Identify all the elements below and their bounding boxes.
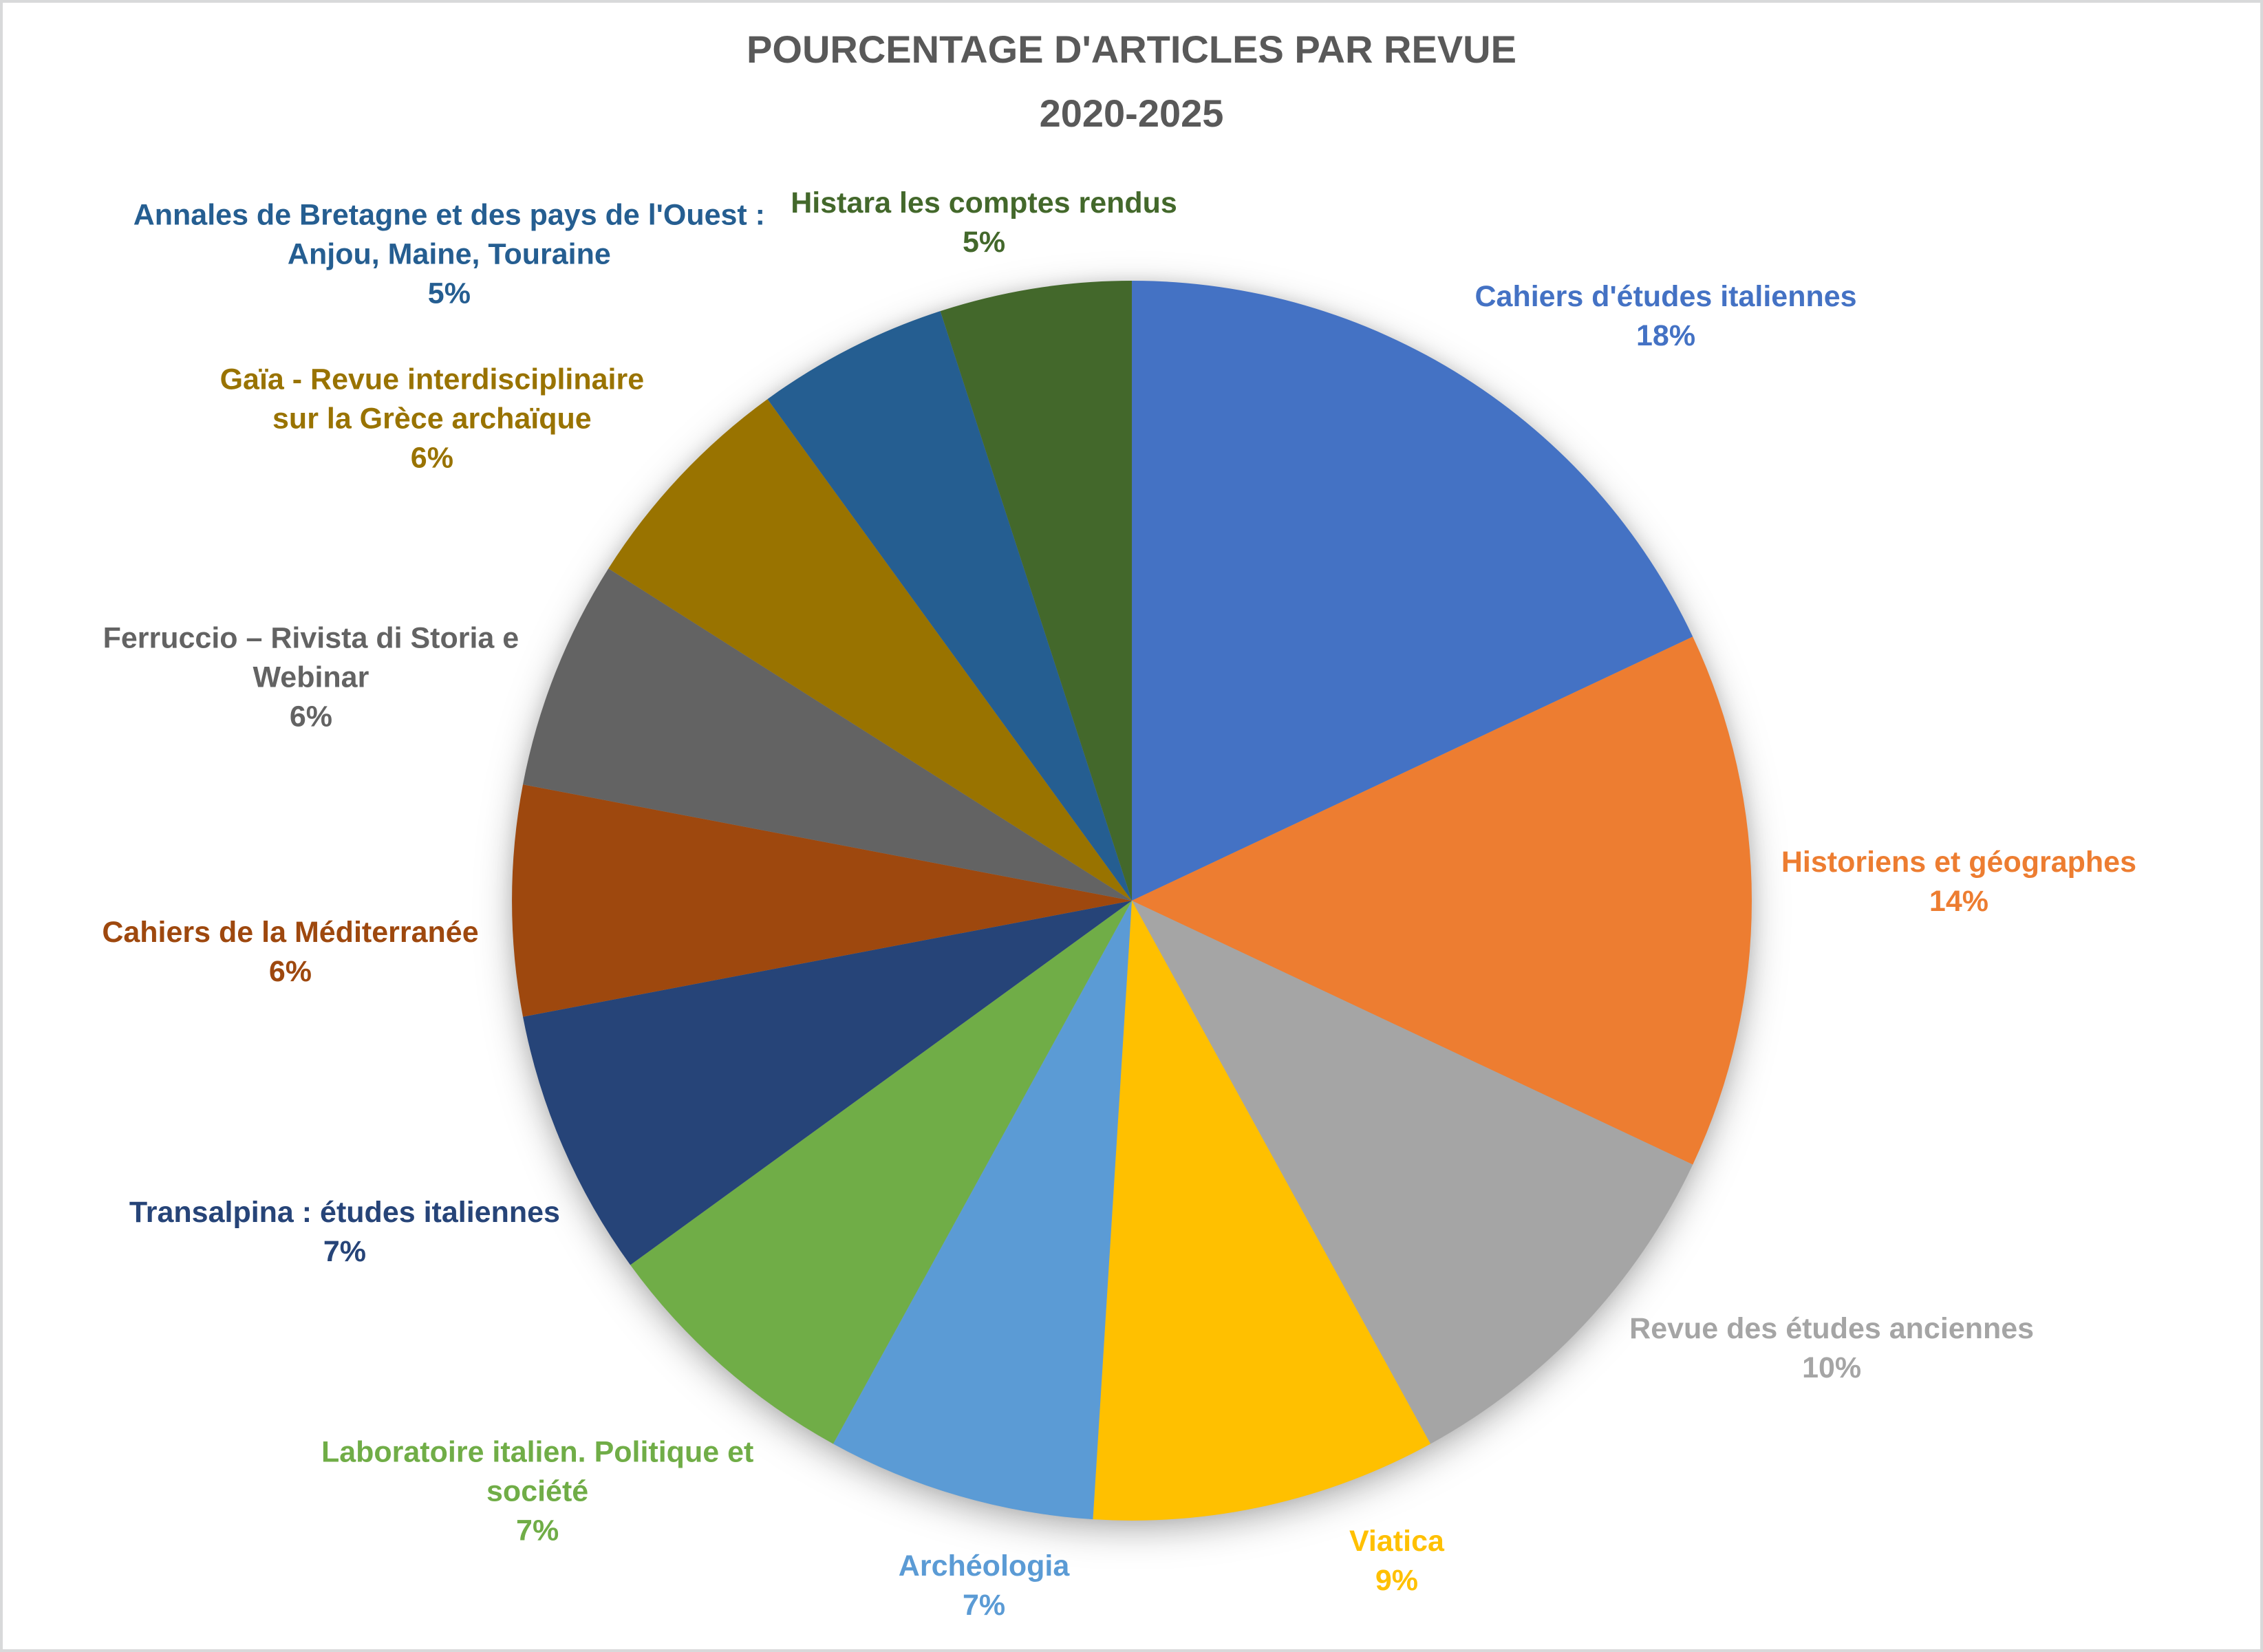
- label-histara: Histara les comptes rendus 5%: [791, 184, 1177, 262]
- label-gaia: Gaïa - Revue interdisciplinaire sur la G…: [220, 360, 645, 478]
- pie-slice-6[interactable]: [522, 901, 1132, 1265]
- label-text: Archéologia: [898, 1549, 1070, 1583]
- label-laboratoire-italien: Laboratoire italien. Politique et sociét…: [321, 1433, 753, 1551]
- label-viatica: Viatica 9%: [1349, 1522, 1444, 1600]
- pie-slice-9[interactable]: [608, 399, 1132, 901]
- pie-svg: [512, 281, 1752, 1521]
- pie-slice-1[interactable]: [1131, 636, 1752, 1165]
- pie-slice-11[interactable]: [940, 281, 1132, 901]
- label-text: Laboratoire italien. Politique et: [321, 1435, 754, 1469]
- label-text: Webinar: [253, 661, 369, 694]
- chart-title-line1: POURCENTAGE D'ARTICLES PAR REVUE: [747, 28, 1516, 71]
- label-percent: 7%: [516, 1514, 559, 1547]
- label-percent: 6%: [410, 441, 453, 475]
- label-ferruccio: Ferruccio – Rivista di Storia e Webinar …: [103, 619, 519, 736]
- chart-title-line2: 2020-2025: [1039, 92, 1224, 135]
- label-text: Anjou, Maine, Touraine: [287, 237, 611, 271]
- label-text: Histara les comptes rendus: [791, 186, 1177, 219]
- label-percent: 9%: [1375, 1563, 1419, 1597]
- label-revue-des-etudes-anciennes: Revue des études anciennes 10%: [1629, 1309, 2034, 1388]
- chart-title: POURCENTAGE D'ARTICLES PAR REVUE 2020-20…: [747, 17, 1516, 145]
- label-percent: 5%: [427, 277, 471, 310]
- label-text: Historiens et géographes: [1781, 846, 2137, 879]
- pie-slice-8[interactable]: [522, 568, 1132, 901]
- label-text: Annales de Bretagne et des pays de l'Oue…: [133, 198, 766, 232]
- pie-slice-2[interactable]: [1131, 901, 1693, 1444]
- pie-slice-5[interactable]: [630, 901, 1132, 1444]
- label-text: sur la Grèce archaïque: [272, 402, 592, 436]
- label-annales-de-bretagne: Annales de Bretagne et des pays de l'Oue…: [133, 195, 765, 313]
- label-text: Ferruccio – Rivista di Storia e: [103, 621, 519, 655]
- label-transalpina: Transalpina : études italiennes 7%: [129, 1193, 560, 1272]
- label-percent: 7%: [323, 1235, 366, 1269]
- label-text: Revue des études anciennes: [1629, 1311, 2035, 1345]
- label-percent: 10%: [1802, 1351, 1862, 1384]
- pie-chart: [512, 281, 1752, 1521]
- pie-slice-0[interactable]: [1131, 281, 1693, 901]
- label-archeologia: Archéologia 7%: [899, 1547, 1070, 1625]
- label-text: société: [486, 1474, 589, 1508]
- label-percent: 7%: [962, 1588, 1006, 1622]
- label-text: Cahiers d'études italiennes: [1474, 280, 1857, 314]
- label-percent: 18%: [1635, 319, 1696, 353]
- pie-slice-3[interactable]: [1093, 901, 1431, 1521]
- label-percent: 14%: [1929, 885, 1988, 919]
- label-text: Transalpina : études italiennes: [129, 1196, 560, 1230]
- label-cahiers-d-etudes-italiennes: Cahiers d'études italiennes 18%: [1474, 277, 1856, 356]
- label-percent: 5%: [962, 225, 1006, 259]
- label-text: Gaïa - Revue interdisciplinaire: [219, 363, 645, 396]
- pie-slice-10[interactable]: [767, 311, 1132, 901]
- label-percent: 6%: [268, 954, 312, 988]
- label-text: Cahiers de la Méditerranée: [102, 915, 479, 949]
- pie-slice-7[interactable]: [512, 784, 1132, 1017]
- label-percent: 6%: [289, 700, 332, 733]
- label-historiens-et-geographes: Historiens et géographes 14%: [1781, 843, 2136, 921]
- pie-slice-4[interactable]: [833, 901, 1132, 1520]
- label-text: Viatica: [1349, 1524, 1444, 1558]
- label-cahiers-de-la-mediterranee: Cahiers de la Méditerranée 6%: [102, 913, 478, 991]
